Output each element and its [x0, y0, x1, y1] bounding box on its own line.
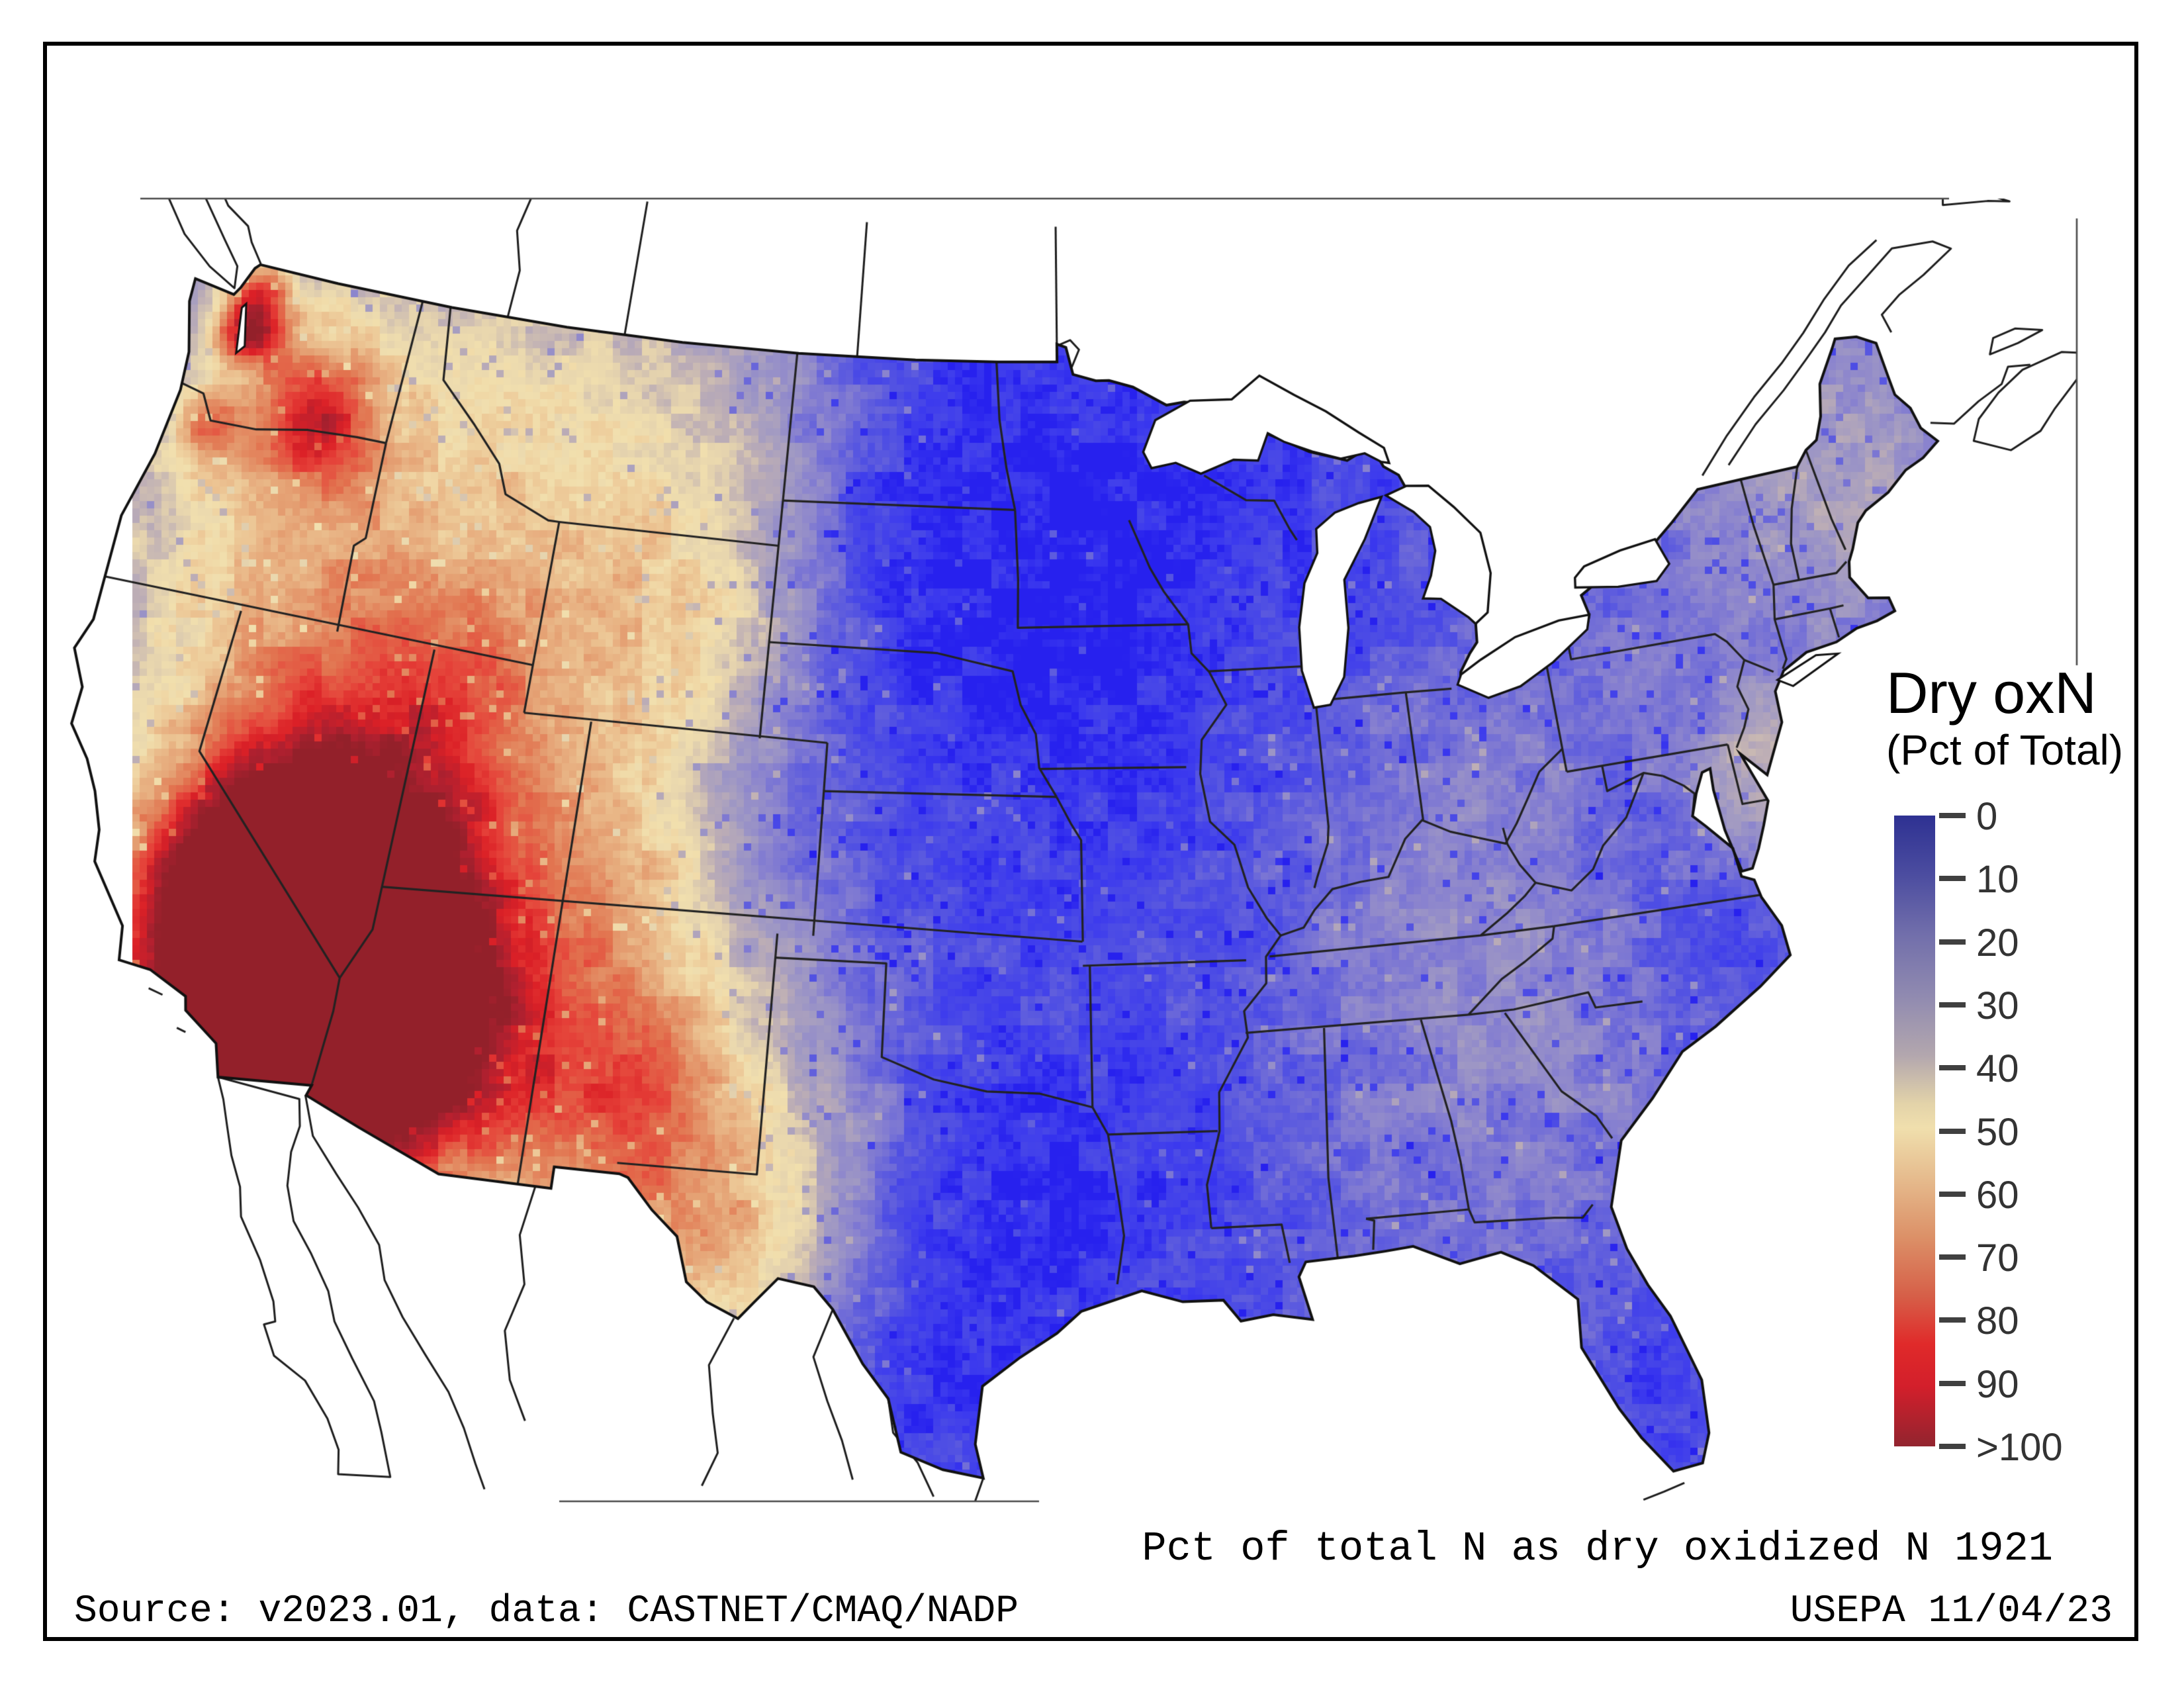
colorbar-tick-mark [1939, 1317, 1966, 1323]
colorbar-tick-mark [1939, 1381, 1966, 1386]
colorbar-gradient [1894, 816, 1935, 1446]
colorbar-tick-mark [1939, 1254, 1966, 1260]
plot-frame [43, 42, 2138, 1641]
colorbar-tick-mark [1939, 1192, 1966, 1197]
colorbar-tick-label: 70 [1976, 1237, 2019, 1280]
colorbar-tick-label: 50 [1976, 1111, 2019, 1154]
source-text: Source: v2023.01, data: CASTNET/CMAQ/NAD… [74, 1590, 1019, 1633]
agency-text: USEPA 11/04/23 [1790, 1590, 2113, 1633]
colorbar-tick-mark [1939, 813, 1966, 818]
colorbar-tick-mark [1939, 876, 1966, 881]
map-caption: Pct of total N as dry oxidized N 1921 [1142, 1525, 2053, 1572]
colorbar-tick-label: >100 [1976, 1426, 2063, 1469]
colorbar-tick-mark [1939, 1444, 1966, 1449]
colorbar-tick-label: 30 [1976, 984, 2019, 1027]
colorbar-tick-mark [1939, 1129, 1966, 1134]
colorbar-tick-label: 80 [1976, 1299, 2019, 1342]
colorbar-tick-label: 90 [1976, 1363, 2019, 1406]
colorbar-tick-label: 10 [1976, 858, 2019, 901]
colorbar-tick-label: 20 [1976, 921, 2019, 964]
colorbar-tick-mark [1939, 1002, 1966, 1008]
colorbar-tick-label: 40 [1976, 1047, 2019, 1090]
colorbar-tick-mark [1939, 939, 1966, 945]
legend-subtitle: (Pct of Total) [1886, 726, 2124, 774]
colorbar-tick-label: 60 [1976, 1174, 2019, 1217]
colorbar-tick-label: 0 [1976, 795, 1998, 838]
colorbar-tick-mark [1939, 1065, 1966, 1070]
legend-title: Dry oxN [1886, 660, 2097, 726]
